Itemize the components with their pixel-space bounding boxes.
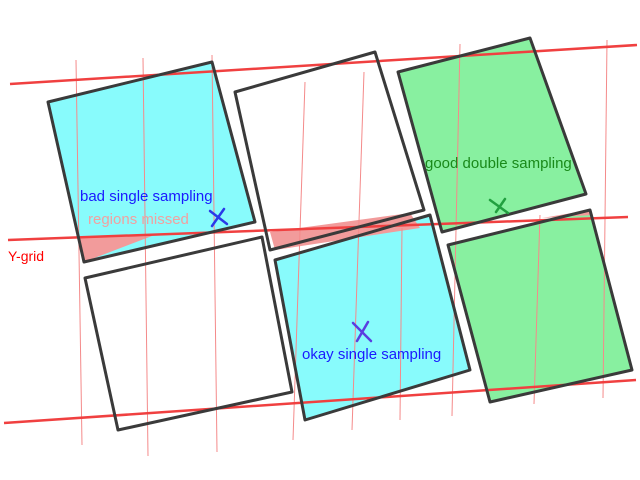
y-grid-line-bottom bbox=[3, 378, 637, 425]
tile-outline-bottom-left bbox=[83, 235, 294, 432]
sample-x-purple bbox=[351, 320, 373, 343]
y-grid-line-top bbox=[9, 43, 638, 86]
tile-outline-top-middle bbox=[233, 50, 426, 252]
x-grid-line bbox=[533, 214, 541, 405]
tile-outline-bottom-right bbox=[446, 208, 634, 404]
x-grid-line bbox=[351, 71, 365, 431]
missed-region-left bbox=[79, 236, 152, 262]
x-grid-line bbox=[142, 57, 149, 457]
x-grid-line bbox=[292, 81, 306, 441]
x-grid bbox=[75, 39, 608, 457]
green-tile-top-right bbox=[398, 38, 586, 232]
tile-outline-top-left bbox=[46, 60, 257, 264]
bad-single-sampling-label: bad single sampling bbox=[80, 188, 213, 205]
green-tile-bottom-right bbox=[448, 210, 632, 402]
good-double-sampling-label: good double sampling bbox=[425, 155, 572, 172]
cyan-tile-bottom-middle bbox=[275, 215, 470, 420]
x-grid-line bbox=[399, 227, 403, 421]
y-grid-label: Y-grid bbox=[8, 248, 44, 264]
cyan-tile-top-left bbox=[48, 62, 255, 262]
x-grid-line bbox=[75, 59, 83, 446]
regions-missed-label: regions missed bbox=[88, 211, 189, 228]
sample-x-green bbox=[488, 197, 510, 215]
y-grid-line-middle bbox=[7, 215, 629, 242]
sample-x-blue bbox=[208, 207, 229, 228]
y-grid bbox=[3, 43, 638, 425]
x-grid-line bbox=[211, 54, 218, 453]
okay-single-sampling-label: okay single sampling bbox=[302, 346, 441, 363]
tile-outline-bottom-middle bbox=[273, 213, 472, 422]
x-grid-line bbox=[451, 43, 461, 417]
tile-outline-top-right bbox=[396, 36, 588, 234]
